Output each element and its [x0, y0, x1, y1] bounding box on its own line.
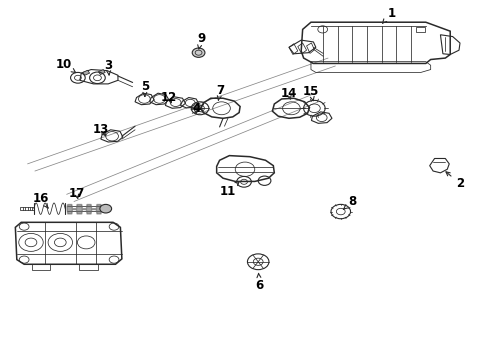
Text: 9: 9 [197, 32, 205, 49]
Text: 10: 10 [56, 58, 75, 72]
Text: 16: 16 [32, 192, 49, 208]
Circle shape [192, 48, 205, 57]
Text: 1: 1 [383, 7, 395, 23]
Text: 17: 17 [68, 187, 85, 200]
Polygon shape [98, 69, 105, 75]
Text: 8: 8 [343, 195, 357, 209]
Text: 2: 2 [446, 172, 464, 190]
Text: 4: 4 [192, 102, 200, 115]
Text: 3: 3 [104, 59, 112, 75]
Text: 14: 14 [281, 87, 297, 100]
Circle shape [100, 204, 112, 213]
Text: 11: 11 [220, 181, 239, 198]
Text: 13: 13 [93, 123, 109, 136]
Polygon shape [83, 70, 90, 75]
Text: 5: 5 [141, 80, 149, 96]
Text: 12: 12 [161, 91, 177, 104]
Text: 6: 6 [255, 273, 264, 292]
Text: 7: 7 [217, 84, 224, 100]
Text: 15: 15 [303, 85, 319, 101]
